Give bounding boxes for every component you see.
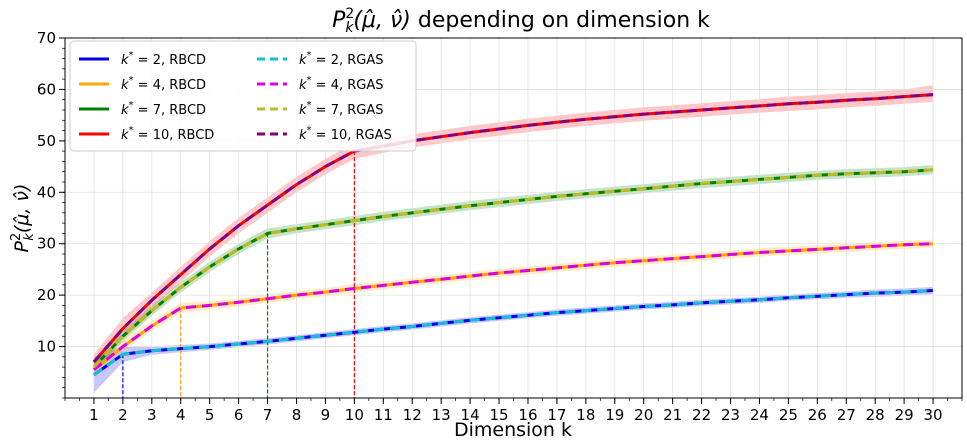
title-subscript: k — [345, 20, 354, 36]
axes: 1 2 3 4 5 6 7 8 9 10 11 12 13 14 15 16 17 18 19 20 21 22 23 24 2… — [37, 29, 963, 424]
legend-label: k* = 2, RBCD — [121, 50, 206, 68]
x-tick-label: 25 — [779, 406, 798, 424]
chart-title: P2 k(μ̂, ν̂) depending on dimension k — [332, 6, 710, 36]
ylabel-arguments: (μ̂, ν̂) — [11, 184, 33, 234]
series-line — [92, 168, 934, 369]
x-tick-label: 29 — [895, 406, 914, 424]
legend-label: k* = 10, RBCD — [121, 125, 214, 143]
y-axis-title: P2k(μ̂, ν̂) — [9, 184, 37, 253]
y-tick-label: 50 — [37, 132, 56, 150]
x-tick-label: 12 — [403, 406, 422, 424]
y-tick-label: 40 — [37, 183, 56, 201]
x-tick-label: 26 — [808, 406, 827, 424]
x-tick-label: 27 — [837, 406, 856, 424]
ylabel-superscript: 2 — [9, 233, 24, 241]
legend-label: k* = 4, RGAS — [299, 75, 383, 93]
x-tick-label: 10 — [345, 406, 364, 424]
y-tick-label: 30 — [37, 235, 56, 253]
x-tick-label: 22 — [692, 406, 711, 424]
ylabel-symbol: P — [11, 240, 33, 252]
x-tick-label: 21 — [663, 406, 682, 424]
legend-label: k* = 7, RBCD — [121, 100, 206, 118]
x-axis-title: Dimension k — [454, 419, 572, 441]
y-tick-label: 20 — [37, 286, 56, 304]
x-tick-label: 16 — [518, 406, 537, 424]
series-line — [93, 289, 934, 377]
title-rest: depending on dimension k — [411, 8, 710, 33]
y-tick-label: 10 — [37, 338, 56, 356]
series-line — [92, 242, 934, 371]
confidence-bands — [93, 85, 934, 393]
x-tick-label: 3 — [147, 406, 157, 424]
title-superscript: 2 — [345, 6, 354, 22]
x-tick-label: 2 — [118, 406, 128, 424]
legend-box — [69, 40, 417, 152]
series-line — [92, 93, 934, 363]
x-tick-label: 18 — [576, 406, 595, 424]
x-tick-label: 5 — [205, 406, 215, 424]
breakpoint-markers — [122, 151, 355, 398]
title-arguments: (μ̂, ν̂) — [353, 8, 410, 33]
title-symbol: P — [332, 8, 346, 33]
x-tick-label: 6 — [234, 406, 244, 424]
x-tick-label: 20 — [634, 406, 653, 424]
x-tick-label: 28 — [866, 406, 885, 424]
x-tick-label: 4 — [176, 406, 186, 424]
x-tick-label: 13 — [432, 406, 451, 424]
x-tick-label: 8 — [292, 406, 302, 424]
legend: k* = 2, RBCD k* = 4, RBCD k* = 7, RBCD k* =… — [69, 40, 417, 152]
confidence-band — [93, 286, 934, 393]
legend-label: k* = 10, RGAS — [299, 125, 392, 143]
x-tick-label: 15 — [489, 406, 508, 424]
x-tick-label: 23 — [721, 406, 740, 424]
x-tick-label: 9 — [321, 406, 331, 424]
x-tick-label: 1 — [89, 406, 99, 424]
legend-label: k* = 7, RGAS — [299, 100, 383, 118]
x-tick-label: 30 — [924, 406, 943, 424]
y-tick-label: 60 — [37, 80, 56, 98]
x-tick-label: 19 — [605, 406, 624, 424]
legend-label: k* = 2, RGAS — [299, 50, 383, 68]
ylabel-subscript: k — [22, 233, 37, 241]
series-lines — [92, 93, 934, 377]
x-tick-label: 14 — [461, 406, 480, 424]
x-tick-label: 11 — [374, 406, 393, 424]
y-tick-label: 70 — [37, 29, 56, 47]
x-tick-label: 24 — [750, 406, 769, 424]
x-tick-label: 7 — [263, 406, 273, 424]
legend-label: k* = 4, RBCD — [121, 75, 206, 93]
x-tick-label: 17 — [547, 406, 566, 424]
